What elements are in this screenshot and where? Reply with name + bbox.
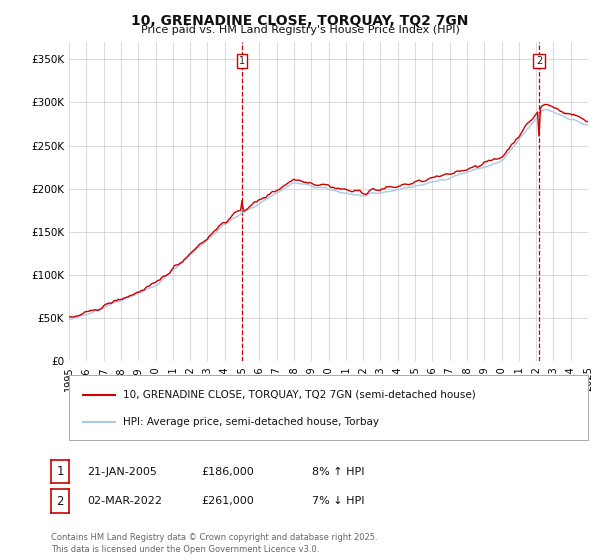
- Text: 1: 1: [56, 465, 64, 478]
- Text: 02-MAR-2022: 02-MAR-2022: [87, 496, 162, 506]
- Text: £261,000: £261,000: [201, 496, 254, 506]
- Text: 2: 2: [56, 494, 64, 508]
- Text: 21-JAN-2005: 21-JAN-2005: [87, 466, 157, 477]
- Text: Price paid vs. HM Land Registry's House Price Index (HPI): Price paid vs. HM Land Registry's House …: [140, 25, 460, 35]
- Text: 2: 2: [536, 56, 542, 66]
- Text: £186,000: £186,000: [201, 466, 254, 477]
- Text: 7% ↓ HPI: 7% ↓ HPI: [312, 496, 365, 506]
- Text: 10, GRENADINE CLOSE, TORQUAY, TQ2 7GN: 10, GRENADINE CLOSE, TORQUAY, TQ2 7GN: [131, 14, 469, 28]
- Text: 1: 1: [239, 56, 245, 66]
- Text: Contains HM Land Registry data © Crown copyright and database right 2025.
This d: Contains HM Land Registry data © Crown c…: [51, 533, 377, 554]
- Text: HPI: Average price, semi-detached house, Torbay: HPI: Average price, semi-detached house,…: [124, 417, 379, 427]
- Text: 8% ↑ HPI: 8% ↑ HPI: [312, 466, 365, 477]
- Text: 10, GRENADINE CLOSE, TORQUAY, TQ2 7GN (semi-detached house): 10, GRENADINE CLOSE, TORQUAY, TQ2 7GN (s…: [124, 390, 476, 399]
